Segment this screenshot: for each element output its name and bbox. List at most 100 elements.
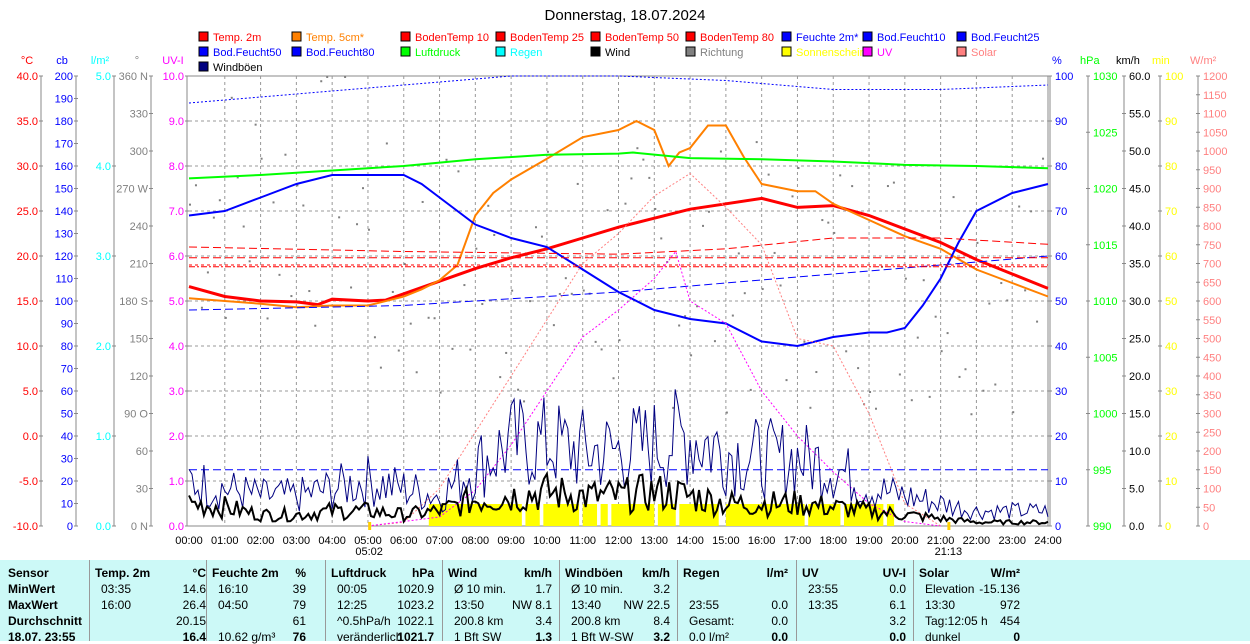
axis-tick-label: 3.0 [169,386,184,398]
legend-swatch [956,31,967,42]
direction-dot [916,336,919,339]
legend-label: UV [877,47,893,59]
axis-tick-label: 400 [1203,371,1221,383]
column-header: UV [802,566,819,580]
axis-tick-label: 25.0 [17,206,38,218]
series-bod-feucht10 [188,75,1049,104]
direction-dot [499,376,502,379]
cell-label: Gesamt: [689,614,735,628]
direction-dot [1042,157,1045,160]
cell-label: veränderlich [337,630,403,644]
legend-swatch [400,31,411,42]
direction-dot [296,184,299,187]
axis-tick-label: 550 [1203,315,1221,327]
axis-tick-label: 0 [1055,521,1061,533]
direction-dot [922,279,925,282]
axis-tick-label: 0 [1203,521,1209,533]
axis-tick-label: 600 [1203,296,1221,308]
axis-tick-label: 50 [1203,502,1215,514]
direction-dot [958,375,961,378]
legend-label: BodenTemp 10 [415,32,489,44]
cell-value: 16.4 [182,630,206,644]
axis-tick-label: 90 O [124,409,148,421]
cell-label: 13:50 [454,598,485,612]
legend-swatch [685,46,696,57]
axis-tick-label: 40 [1055,341,1067,353]
cell-value: 3.2 [653,630,670,644]
axis-tick-label: 5.0 [169,296,184,308]
direction-dot [463,284,466,287]
cell-label: 23:55 [689,598,720,612]
statistics-table: Sensor Temp. 2m °C Feuchte 2m% Luftdruck hPa W… [0,560,1250,644]
direction-dot [821,219,824,222]
direction-dot [952,196,955,199]
direction-dot [737,252,740,255]
direction-dot [338,216,341,219]
direction-dot [886,185,889,188]
legend-swatch [781,31,792,42]
direction-dot [373,336,376,339]
direction-dot [236,176,239,179]
direction-dot [785,379,788,382]
cell-value: 26.4 [182,598,206,612]
direction-dot [224,316,227,319]
axis-tick-label: 0.0 [169,521,184,533]
series-solar [367,172,941,527]
direction-dot [815,371,818,374]
direction-dot [564,277,567,280]
direction-dot [254,123,257,126]
axis-tick-label: 170 [55,139,73,151]
axis-unit: W/m² [1190,55,1217,67]
direction-dot [827,221,830,224]
direction-dot [672,406,675,409]
x-tick-label: 15:00 [712,535,740,547]
direction-dot [511,289,514,292]
axis-tick-label: 20 [1055,431,1067,443]
column-divider [89,560,90,641]
legend-label: Regen [510,47,542,59]
direction-dot [946,332,949,335]
direction-dot [690,354,693,357]
cell-value: NW 8.1 [511,598,552,612]
axis-tick-label: 80 [61,341,73,353]
axis-tick-label: 300 [1203,409,1221,421]
column-unit: km/h [641,566,670,580]
direction-dot [898,373,901,376]
series-temp-5cm- [188,119,1049,309]
direction-dot [654,207,657,210]
direction-dot [320,80,323,83]
cell-value: 1021.7 [397,630,434,644]
column-divider [913,560,914,641]
direction-dot [606,209,609,212]
cell-value: 0.0 [889,582,906,596]
axis-tick-label: 2.0 [96,341,111,353]
axis-tick-label: 300 [130,146,148,158]
axis-tick-label: 1020 [1093,184,1117,196]
axis-tick-label: 100 [1203,484,1221,496]
cell-value: 0.0 [771,614,788,628]
direction-dot [940,350,943,353]
direction-dot [457,170,460,173]
x-tick-label: 24:00 [1034,535,1062,547]
legend-label: Luftdruck [415,47,461,59]
cell-label: 16:00 [101,598,132,612]
legend-label: Bod.Feucht50 [213,47,282,59]
direction-dot [361,187,364,190]
axis-unit: UV-I [162,55,183,67]
axis-tick-label: 850 [1203,202,1221,214]
direction-dot [910,399,913,402]
direction-dot [869,391,872,394]
direction-dot [529,300,532,303]
column-header: Luftdruck [331,566,387,580]
direction-dot [278,273,281,276]
direction-dot [1006,299,1009,302]
axis-tick-label: 60 [1165,251,1177,263]
axis-tick-label: 330 [130,109,148,121]
column-divider [325,560,326,641]
series-lines [188,75,1049,527]
axis-tick-label: 0.0 [96,521,111,533]
direction-dot [696,305,699,308]
axis-tick-label: 100 [55,296,73,308]
axis-tick-label: 60 [61,386,73,398]
axis-tick-label: 40 [61,431,73,443]
